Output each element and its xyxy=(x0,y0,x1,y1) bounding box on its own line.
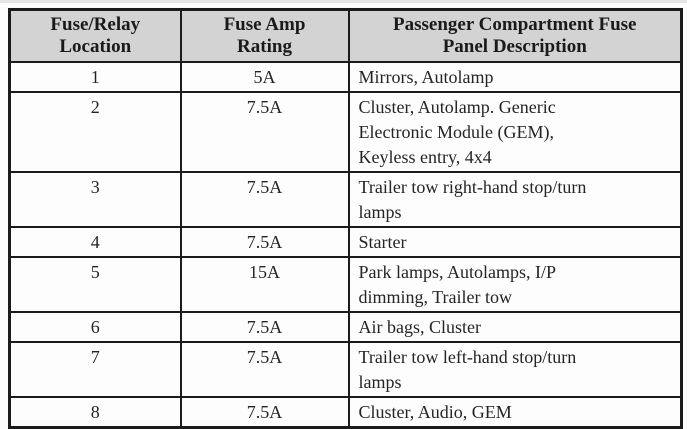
fuse-location: 6 xyxy=(8,311,182,343)
table-row: 8 7.5A Cluster, Audio, GEM xyxy=(8,396,683,429)
fuse-location: 1 xyxy=(8,61,182,93)
fuse-description: Mirrors, Autolamp xyxy=(347,61,683,93)
table-body: 1 5A Mirrors, Autolamp 2 7.5A Cluster, A… xyxy=(8,61,683,429)
fuse-description: Cluster, Autolamp. Generic Electronic Mo… xyxy=(347,91,683,173)
fuse-rating: 7.5A xyxy=(179,226,350,258)
fuse-rating: 7.5A xyxy=(179,341,350,398)
fuse-description: Trailer tow left-hand stop/turn lamps xyxy=(347,341,683,398)
fuse-location: 2 xyxy=(8,91,182,173)
table-row: 4 7.5A Starter xyxy=(8,226,683,258)
fuse-location: 7 xyxy=(8,341,182,398)
fuse-rating: 7.5A xyxy=(179,311,350,343)
fuse-description: Cluster, Audio, GEM xyxy=(347,396,683,429)
table-row: 7 7.5A Trailer tow left-hand stop/turn l… xyxy=(8,341,683,398)
fuse-description: Trailer tow right-hand stop/turn lamps xyxy=(347,171,683,228)
table-row: 1 5A Mirrors, Autolamp xyxy=(8,61,683,93)
fuse-location: 8 xyxy=(8,396,182,429)
fuse-rating: 7.5A xyxy=(179,396,350,429)
table-row: 2 7.5A Cluster, Autolamp. Generic Electr… xyxy=(8,91,683,173)
fuse-rating: 7.5A xyxy=(179,171,350,228)
fuse-panel-table: Fuse/Relay Location Fuse Amp Rating Pass… xyxy=(8,8,683,429)
scan-artifact-top xyxy=(0,0,687,3)
fuse-location: 5 xyxy=(8,256,182,313)
fuse-description: Air bags, Cluster xyxy=(347,311,683,343)
fuse-rating: 15A xyxy=(179,256,350,313)
header-panel-description: Passenger Compartment Fuse Panel Descrip… xyxy=(347,8,683,63)
fuse-location: 3 xyxy=(8,171,182,228)
header-fuse-relay-location: Fuse/Relay Location xyxy=(8,8,182,63)
fuse-rating: 7.5A xyxy=(179,91,350,173)
table-row: 6 7.5A Air bags, Cluster xyxy=(8,311,683,343)
fuse-description: Starter xyxy=(347,226,683,258)
fuse-rating: 5A xyxy=(179,61,350,93)
fuse-description: Park lamps, Autolamps, I/P dimming, Trai… xyxy=(347,256,683,313)
table-header: Fuse/Relay Location Fuse Amp Rating Pass… xyxy=(8,8,683,63)
fuse-panel-table-wrapper: Fuse/Relay Location Fuse Amp Rating Pass… xyxy=(8,8,683,429)
table-row: 3 7.5A Trailer tow right-hand stop/turn … xyxy=(8,171,683,228)
fuse-location: 4 xyxy=(8,226,182,258)
table-row: 5 15A Park lamps, Autolamps, I/P dimming… xyxy=(8,256,683,313)
header-fuse-amp-rating: Fuse Amp Rating xyxy=(179,8,350,63)
table-header-row: Fuse/Relay Location Fuse Amp Rating Pass… xyxy=(8,8,683,63)
